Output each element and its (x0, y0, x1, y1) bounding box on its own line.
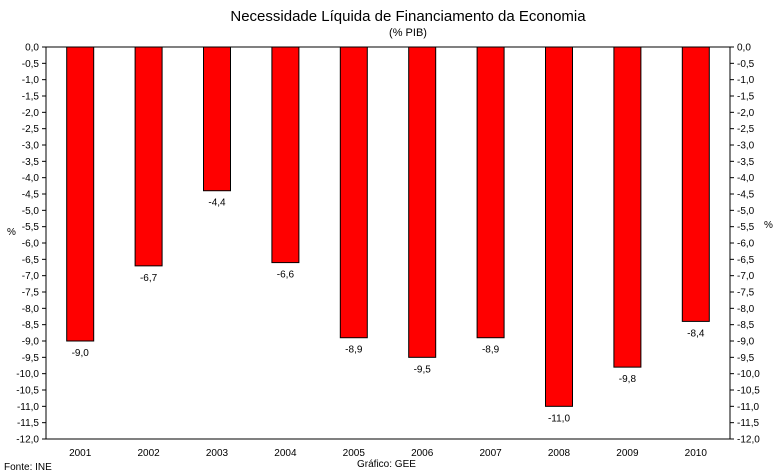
right-tick-label: -1,0 (737, 75, 755, 86)
left-tick-label: -8,5 (22, 320, 40, 331)
left-tick-label: -12,0 (16, 435, 39, 446)
right-tick-label: -4,5 (737, 190, 755, 201)
y-axis-label-left: % (7, 227, 16, 238)
bar-2001 (66, 46, 95, 342)
right-tick-label: -5,5 (737, 222, 755, 233)
bar-value-label: -9,5 (414, 364, 432, 375)
right-tick-label: -3,5 (737, 157, 755, 168)
right-tick-label: -9,5 (737, 353, 755, 364)
right-tick-label: -9,0 (737, 337, 755, 348)
right-tick-label: -6,5 (737, 255, 755, 266)
right-axis: 0,0 -0,5 -1,0 -1,5 -2,0 -2,5 -3,0 -3,5 -4,0 -4,5 -… (730, 43, 760, 446)
bar-2002 (134, 46, 163, 267)
left-tick-label: -11,5 (17, 418, 39, 429)
right-tick-label: -7,5 (737, 288, 755, 299)
bar-value-label: -11,0 (548, 413, 570, 424)
bars: -9,0 -6,7 -4,4 -6,6 -8,9 -9,5 -8,9 -11,0 -9,8 -8,… (66, 46, 710, 424)
chart-subtitle: (% PIB) (389, 27, 427, 39)
right-tick-label: -6,0 (737, 239, 755, 250)
right-tick-label: -11,0 (737, 402, 759, 413)
bar-value-label: -8,9 (345, 345, 363, 356)
chart-title: Necessidade Líquida de Financiamento da … (230, 8, 586, 25)
bar-value-label: -9,8 (619, 374, 637, 385)
left-tick-label: -5,5 (22, 222, 40, 233)
x-axis: 2001 2002 2003 2004 2005 2006 2007 2008 2009 2010 (69, 448, 707, 459)
right-tick-label: 0,0 (737, 43, 751, 54)
left-tick-label: -6,0 (22, 239, 40, 250)
left-tick-label: -3,5 (22, 157, 40, 168)
right-tick-label: -0,5 (737, 59, 755, 70)
right-tick-label: -7,0 (737, 271, 755, 282)
left-tick-label: -7,0 (22, 271, 40, 282)
bar-2008 (545, 46, 573, 407)
left-tick-label: -2,0 (22, 108, 40, 119)
category-label: 2006 (411, 448, 434, 459)
left-tick-label: -10,0 (16, 369, 39, 380)
right-tick-label: -10,0 (737, 369, 760, 380)
left-tick-label: -11,0 (17, 402, 39, 413)
right-tick-label: -8,0 (737, 304, 755, 315)
bar-value-label: -6,7 (140, 273, 158, 284)
right-tick-label: -5,0 (737, 206, 755, 217)
right-tick-label: -4,0 (737, 173, 755, 184)
bar-2009 (613, 46, 642, 368)
right-tick-label: -1,5 (737, 92, 755, 103)
category-label: 2007 (479, 448, 502, 459)
bar-2005 (339, 46, 368, 339)
y-axis-label-right: % (764, 220, 773, 231)
right-tick-label: -3,0 (737, 141, 755, 152)
left-tick-label: -8,0 (22, 304, 40, 315)
bar-2004 (271, 46, 300, 264)
right-tick-label: -2,0 (737, 108, 755, 119)
left-tick-label: -4,0 (22, 173, 40, 184)
left-tick-label: -0,5 (22, 59, 40, 70)
left-tick-label: -2,5 (22, 124, 40, 135)
left-tick-label: -10,5 (16, 386, 39, 397)
category-label: 2003 (206, 448, 229, 459)
category-label: 2004 (274, 448, 297, 459)
bar-value-label: -6,6 (277, 270, 295, 281)
bar-value-label: -8,4 (687, 328, 705, 339)
bar-2010 (681, 46, 710, 322)
credit-note: Gráfico: GEE (357, 459, 416, 470)
right-tick-label: -8,5 (737, 320, 755, 331)
left-tick-label: -9,0 (22, 337, 40, 348)
left-axis: 0,0 -0,5 -1,0 -1,5 -2,0 -2,5 -3,0 -3,5 -4,0 -4,5 -… (16, 43, 46, 446)
bar-value-label: -9,0 (72, 348, 90, 359)
left-tick-label: -1,5 (22, 92, 40, 103)
left-tick-label: 0,0 (25, 43, 39, 54)
left-tick-label: -7,5 (22, 288, 40, 299)
category-label: 2005 (343, 448, 366, 459)
right-tick-label: -10,5 (737, 386, 760, 397)
category-label: 2002 (137, 448, 160, 459)
bar-value-label: -8,9 (482, 345, 500, 356)
left-tick-label: -5,0 (22, 206, 40, 217)
left-tick-label: -1,0 (22, 75, 40, 86)
left-tick-label: -4,5 (22, 190, 40, 201)
bar-2007 (476, 46, 505, 339)
category-label: 2008 (548, 448, 571, 459)
category-label: 2009 (616, 448, 639, 459)
bar-2006 (408, 46, 437, 358)
left-tick-label: -6,5 (22, 255, 40, 266)
category-label: 2010 (685, 448, 708, 459)
source-note: Fonte: INE (4, 462, 52, 473)
right-tick-label: -12,0 (737, 435, 760, 446)
left-tick-label: -3,0 (22, 141, 40, 152)
bar-value-label: -4,4 (208, 198, 226, 209)
left-tick-label: -9,5 (22, 353, 40, 364)
category-label: 2001 (69, 448, 92, 459)
bar-2003 (203, 46, 231, 192)
right-tick-label: -2,5 (737, 124, 755, 135)
right-tick-label: -11,5 (737, 418, 759, 429)
